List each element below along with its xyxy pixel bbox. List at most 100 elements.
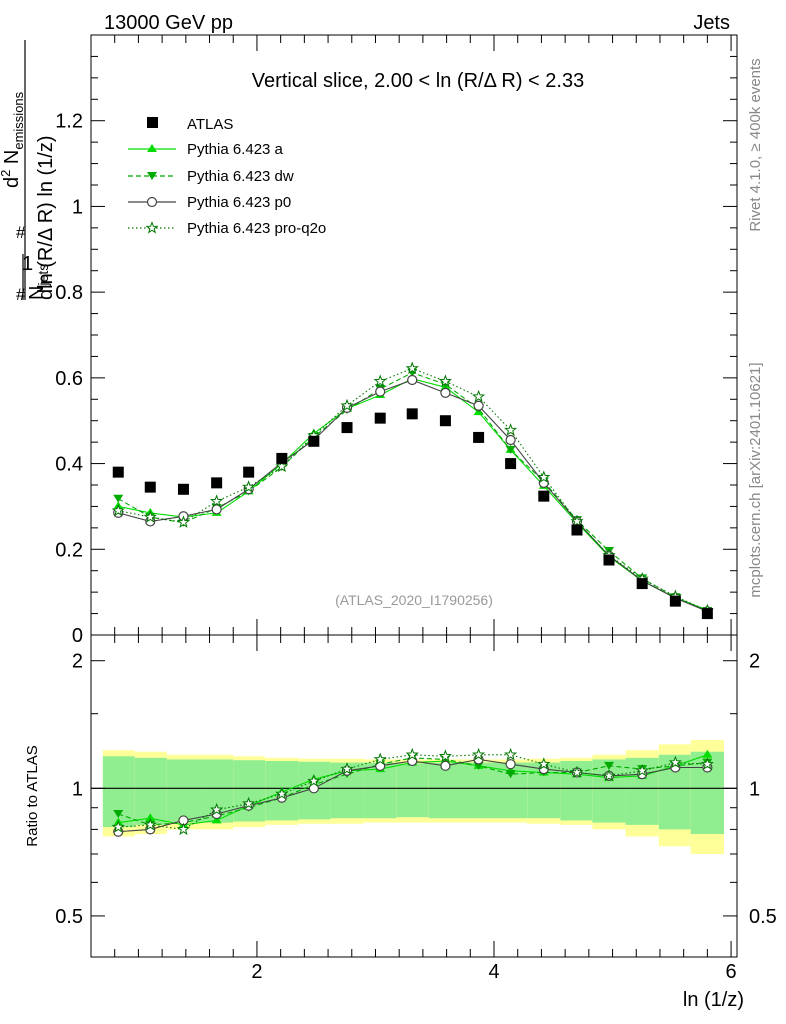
- ratio-point-pythia-6-423-pro-q2o-13: [504, 747, 518, 761]
- y-label-denominator: dln (R/Δ R) ln (1/z): [35, 135, 57, 300]
- main-point-pythia-6-423-pro-q2o-15: [570, 514, 584, 528]
- ratio-y-tick-label-left: 2: [72, 651, 83, 673]
- ratio-point-pythia-6-423-dw-13: [505, 770, 516, 779]
- ratio-point-pythia-6-423-a-2: [145, 813, 156, 822]
- ratio-point-pythia-6-423-pro-q2o-8: [340, 762, 354, 775]
- main-point-atlas-1: [112, 466, 124, 478]
- mcplots-label: mcplots.cern.ch [arXiv:2401.10621]: [747, 362, 764, 597]
- legend-label-dw: Pythia 6.423 dw: [187, 168, 294, 185]
- ratio-y-axis-label: Ratio to ATLAS: [24, 745, 41, 846]
- main-point-pythia-6-423-pro-q2o-1: [111, 503, 125, 517]
- ratio-band-inner: [166, 759, 201, 823]
- main-data-marks: [111, 361, 714, 620]
- main-point-pythia-6-423-dw-13: [505, 445, 516, 454]
- rivet-version-label: Rivet 4.1.0, ≥ 400k events: [747, 58, 764, 231]
- ratio-point-pythia-6-423-dw-1: [113, 809, 124, 818]
- main-point-atlas-8: [341, 422, 353, 434]
- y-label-hash-2: #: [16, 223, 26, 242]
- ratio-band-inner: [396, 763, 429, 818]
- main-point-atlas-17: [636, 578, 648, 590]
- legend-label-a: Pythia 6.423 a: [187, 141, 284, 158]
- x-tick-label: 2: [251, 961, 262, 983]
- ratio-point-pythia-6-423-pro-q2o-1: [111, 820, 125, 833]
- main-y-tick-label: 0.6: [55, 368, 83, 390]
- main-point-atlas-12: [473, 431, 485, 443]
- main-point-pythia-6-423-p0-9: [375, 386, 386, 397]
- main-point-atlas-13: [505, 458, 517, 470]
- legend-label-p0: Pythia 6.423 p0: [187, 194, 291, 211]
- main-point-atlas-7: [308, 435, 320, 447]
- main-point-atlas-2: [144, 481, 156, 493]
- legend: ATLAS Pythia 6.423 a Pythia 6.423 dw Pyt…: [128, 116, 326, 237]
- ratio-y-tick-label-right: 1: [749, 778, 760, 800]
- header-right-label: Jets: [693, 12, 730, 34]
- main-point-pythia-6-423-pro-q2o-6: [275, 459, 289, 473]
- plot-title: Vertical slice, 2.00 < ln (R/Δ R) < 2.33: [252, 70, 584, 92]
- main-point-atlas-10: [406, 408, 418, 420]
- main-axis-ticks: 0 0.2 0.4 0.6 0.8 1 1.2: [55, 34, 737, 647]
- ratio-point-pythia-6-423-pro-q2o-2: [143, 817, 157, 831]
- ratio-band-inner: [134, 757, 167, 825]
- main-point-pythia-6-423-pro-q2o-10: [405, 361, 419, 375]
- header-left-label: 13000 GeV pp: [104, 12, 233, 34]
- ratio-axis-ticks: 0.5 0.5 1 1 2 2 2 4 6: [55, 635, 777, 983]
- legend-marker-q2o: [145, 221, 159, 234]
- ratio-point-pythia-6-423-pro-q2o-9: [373, 752, 387, 766]
- main-point-pythia-6-423-pro-q2o-14: [537, 470, 551, 483]
- legend-marker-dw: [147, 172, 157, 180]
- main-point-pythia-6-423-dw-1: [113, 494, 124, 503]
- y-label-hash-1: #: [16, 285, 26, 304]
- ratio-point-pythia-6-423-pro-q2o-14: [537, 757, 551, 770]
- main-point-atlas-11: [439, 415, 451, 427]
- y-label-frac-1-num: 1: [22, 253, 33, 275]
- ratio-point-pythia-6-423-a-19: [702, 749, 713, 758]
- main-point-pythia-6-423-pro-q2o-5: [242, 480, 256, 493]
- main-point-pythia-6-423-pro-q2o-12: [472, 389, 486, 403]
- x-tick-label: 4: [488, 961, 499, 983]
- main-y-tick-label: 1: [72, 196, 83, 218]
- main-point-atlas-15: [571, 524, 583, 536]
- main-y-tick-label: 0.4: [55, 454, 83, 476]
- main-y-tick-label: 0.2: [55, 539, 83, 561]
- main-point-atlas-4: [211, 477, 223, 489]
- ratio-point-pythia-6-423-pro-q2o-17: [635, 763, 649, 777]
- legend-label-atlas: ATLAS: [187, 116, 233, 133]
- ratio-point-pythia-6-423-pro-q2o-5: [242, 796, 256, 810]
- main-y-tick-label: 0: [72, 625, 83, 647]
- main-point-pythia-6-423-p0-11: [440, 387, 451, 398]
- ratio-y-tick-label-left: 0.5: [55, 906, 83, 928]
- main-point-pythia-6-423-p0-4: [211, 504, 222, 515]
- analysis-id-label: (ATLAS_2020_I1790256): [335, 592, 493, 608]
- main-panel: 0 0.2 0.4 0.6 0.8 1 1.2 Vertical slice, 2.00 <…: [0, 34, 738, 647]
- ratio-band-inner: [462, 762, 495, 819]
- ratio-point-pythia-6-423-pro-q2o-11: [438, 749, 452, 762]
- main-point-atlas-18: [669, 595, 681, 607]
- main-point-pythia-6-423-pro-q2o-11: [438, 374, 452, 387]
- y-label-numerator: d2 Nemissions: [0, 91, 26, 188]
- legend-label-q2o: Pythia 6.423 pro-q2o: [187, 220, 326, 237]
- main-line-pythia-6-423-pro-q2o: [118, 367, 708, 612]
- ratio-point-pythia-6-423-pro-q2o-10: [405, 747, 419, 761]
- ratio-band-inner: [233, 760, 266, 822]
- main-point-atlas-6: [276, 452, 288, 464]
- ratio-point-pythia-6-423-pro-q2o-16: [602, 768, 616, 782]
- main-point-pythia-6-423-pro-q2o-3: [176, 515, 191, 528]
- ratio-point-pythia-6-423-pro-q2o-3: [176, 822, 191, 836]
- main-y-tick-label: 0.8: [55, 282, 83, 304]
- main-point-pythia-6-423-pro-q2o-13: [504, 423, 518, 436]
- ratio-point-pythia-6-423-pro-q2o-7: [307, 774, 321, 787]
- main-point-atlas-3: [177, 483, 189, 495]
- ratio-y-tick-label-right: 0.5: [749, 906, 777, 928]
- ratio-point-pythia-6-423-pro-q2o-15: [570, 765, 584, 779]
- x-axis-label: ln (1/z): [683, 989, 744, 1011]
- ratio-y-tick-label-left: 1: [72, 778, 83, 800]
- x-tick-label: 6: [726, 961, 737, 983]
- main-point-pythia-6-423-p0-12: [473, 400, 484, 411]
- ratio-point-pythia-6-423-pro-q2o-18: [668, 755, 682, 769]
- ratio-y-tick-label-right: 2: [749, 651, 760, 673]
- main-point-atlas-5: [243, 466, 255, 478]
- ratio-panel: 0.5 0.5 1 1 2 2 2 4 6 Ratio to ATLAS ln (1/z): [24, 634, 777, 1011]
- legend-marker-a: [147, 144, 157, 152]
- main-point-pythia-6-423-pro-q2o-2: [143, 510, 157, 523]
